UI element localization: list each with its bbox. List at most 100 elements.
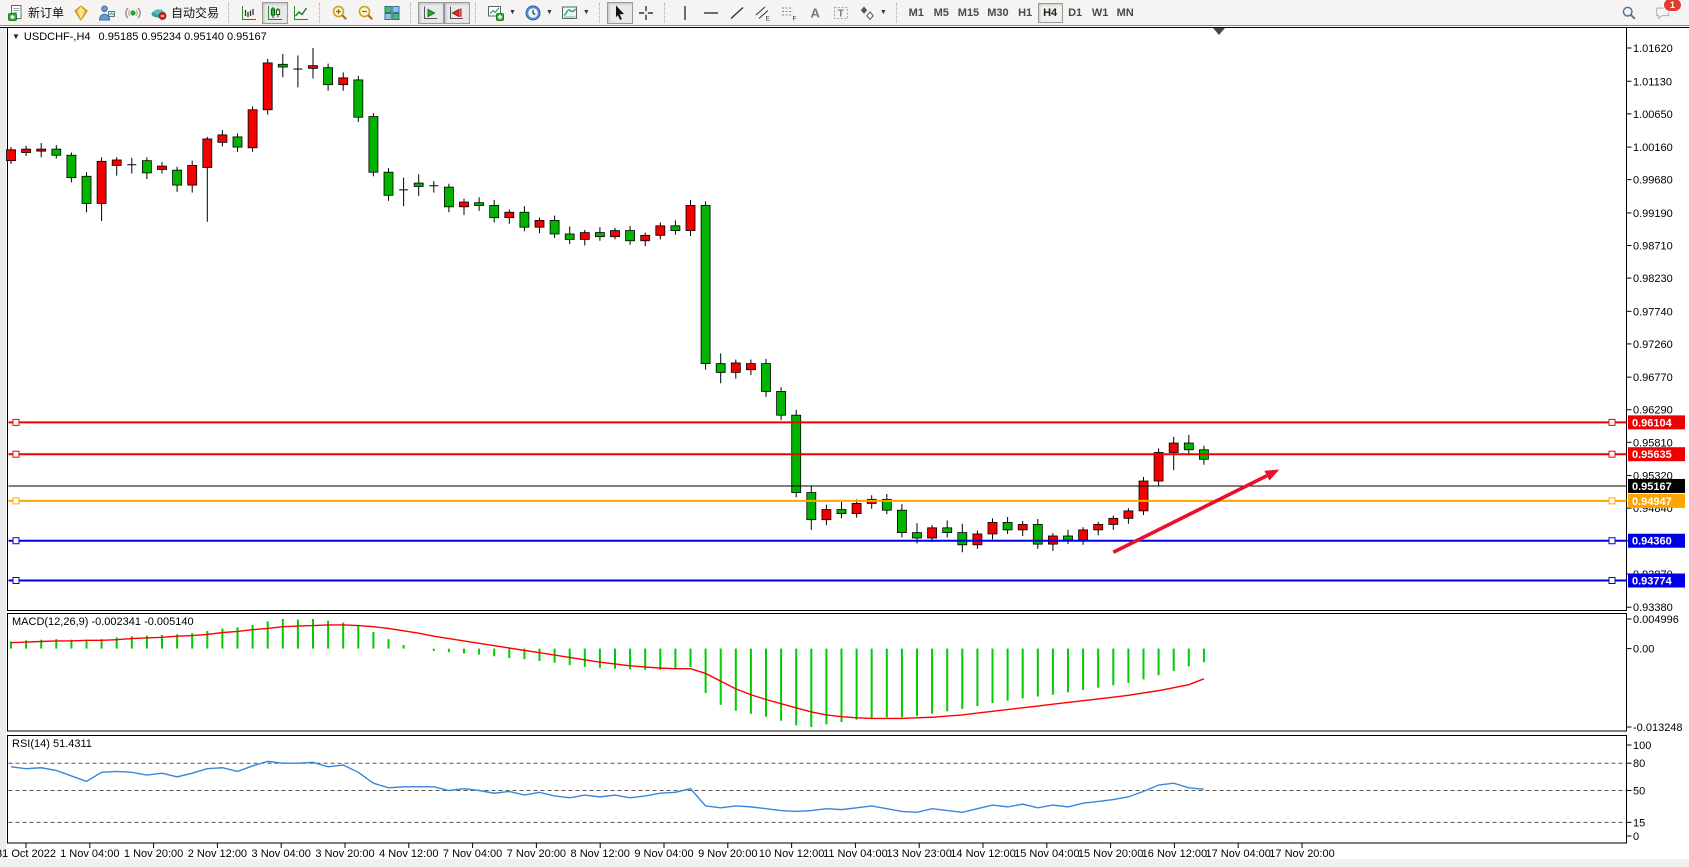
rsi-tick-label: 100: [1633, 740, 1651, 752]
chart-template-button[interactable]: ▼: [557, 2, 594, 24]
hline-marker[interactable]: [1608, 537, 1616, 545]
notification-badge: 1: [1663, 0, 1682, 12]
notifications-button[interactable]: 1: [1651, 0, 1682, 24]
timeframe-d1-button[interactable]: D1: [1063, 3, 1088, 23]
clock-icon: [525, 5, 541, 20]
time-tick-label: 1 Nov 04:00: [60, 848, 119, 860]
price-badge: [1628, 447, 1685, 462]
timeframe-mn-button[interactable]: MN: [1113, 3, 1138, 23]
trendline-icon: [730, 6, 744, 19]
toolbar-separator: [410, 2, 415, 23]
vertical-line-icon: [684, 5, 686, 20]
price-tick-label: 1.01130: [1633, 76, 1672, 88]
new-chart-icon: [488, 5, 505, 21]
price-tick-label: 0.98710: [1633, 241, 1673, 253]
autotrading-button[interactable]: 自动交易: [146, 2, 223, 24]
collapse-triangle-icon: ▼: [12, 32, 20, 41]
hline-marker[interactable]: [1608, 450, 1616, 458]
time-tick-label: 11 Nov 04:00: [823, 848, 888, 860]
arrows-shapes-button[interactable]: ▼: [854, 2, 891, 24]
text-label-button[interactable]: T: [828, 2, 854, 24]
crosshair-button[interactable]: [633, 2, 659, 24]
trend-arrow-line[interactable]: [1112, 474, 1268, 554]
hline-marker[interactable]: [12, 450, 20, 458]
chart-title: ▼ USDCHF-,H4 0.95185 0.95234 0.95140 0.951…: [12, 31, 267, 43]
hline-marker[interactable]: [12, 537, 20, 545]
rsi-tick-label: 0: [1633, 831, 1639, 843]
timeframe-h4-button[interactable]: H4: [1037, 2, 1063, 23]
chart-shift-marker[interactable]: [1213, 28, 1225, 35]
dropdown-caret-icon: ▼: [545, 9, 553, 16]
new-order-button[interactable]: 新订单: [3, 2, 68, 24]
zoom-in-button[interactable]: [327, 2, 353, 24]
vertical-line-button[interactable]: [672, 2, 698, 24]
tile-windows-button[interactable]: [379, 2, 405, 24]
toolbar-separator: [598, 2, 604, 23]
news-signal-button[interactable]: [120, 2, 146, 24]
chart-shift-button[interactable]: [444, 1, 471, 24]
bar-chart-button[interactable]: [236, 2, 262, 24]
search-icon: [1622, 6, 1636, 20]
candlestick-chart-button[interactable]: [262, 1, 289, 24]
new-chart-button[interactable]: ▼: [483, 2, 520, 24]
search-button[interactable]: [1617, 2, 1641, 24]
timeframe-h1-button[interactable]: H1: [1013, 3, 1038, 23]
metaeditor-button[interactable]: [68, 2, 94, 24]
time-tick-label: 4 Nov 12:00: [379, 848, 438, 860]
rsi-tick-label: 15: [1633, 817, 1645, 829]
chart-symbol-period: USDCHF-,H4: [23, 31, 91, 43]
equidistant-channel-button[interactable]: E: [750, 2, 776, 24]
svg-text:E: E: [765, 15, 770, 22]
timeframe-m15-button[interactable]: M15: [954, 3, 983, 23]
price-badge: [1628, 415, 1685, 430]
zoom-out-button[interactable]: [353, 2, 379, 24]
time-tick-label: 3 Nov 04:00: [252, 848, 311, 860]
macd-indicator-label: MACD(12,26,9) -0.002341 -0.005140: [12, 616, 194, 628]
toolbar-separator: [319, 2, 324, 23]
hline-marker[interactable]: [12, 577, 20, 585]
hline-marker[interactable]: [12, 418, 20, 426]
horizontal-line-icon: [703, 11, 718, 14]
timeframe-m30-button[interactable]: M30: [983, 3, 1012, 23]
horizontal-line-button[interactable]: [698, 2, 724, 24]
dropdown-caret-icon: ▼: [879, 9, 887, 16]
macd-tick-label: 0.004996: [1633, 614, 1679, 626]
timeframe-m1-button[interactable]: M1: [904, 3, 929, 23]
cursor-button[interactable]: [606, 1, 633, 24]
price-badge-label: 0.96104: [1632, 417, 1673, 429]
toolbar-separator: [475, 2, 480, 23]
time-tick-label: 1 Nov 20:00: [124, 848, 183, 860]
time-tick-label: 31 Oct 2022: [0, 848, 56, 860]
rsi-tick-label: 50: [1633, 786, 1645, 798]
strategy-tester-button[interactable]: [94, 2, 120, 24]
time-tick-label: 17 Nov 04:00: [1205, 848, 1270, 860]
price-badge-label: 0.95635: [1632, 449, 1672, 461]
candlestick-chart-icon: [268, 5, 283, 20]
text-button[interactable]: A: [802, 2, 828, 24]
hline-marker[interactable]: [1608, 418, 1616, 426]
time-tick-label: 9 Nov 04:00: [634, 848, 693, 860]
chart-shift-icon: [450, 6, 464, 19]
time-tick-label: 15 Nov 20:00: [1078, 848, 1143, 860]
time-tick-label: 17 Nov 20:00: [1269, 848, 1334, 860]
hline-marker[interactable]: [1608, 577, 1616, 585]
hline-marker[interactable]: [12, 497, 20, 505]
timeframe-m5-button[interactable]: M5: [929, 3, 954, 23]
auto-scroll-icon: [424, 6, 438, 19]
chart-template-icon: [561, 6, 577, 19]
trendline-button[interactable]: [724, 2, 750, 24]
trend-arrow-head[interactable]: [1264, 469, 1280, 481]
tile-windows-icon: [384, 5, 400, 20]
svg-text:A: A: [810, 5, 820, 20]
auto-scroll-button[interactable]: [418, 1, 445, 24]
profiles-button[interactable]: ▼: [520, 2, 557, 24]
time-tick-label: 2 Nov 12:00: [188, 848, 247, 860]
hline-marker[interactable]: [1608, 497, 1616, 505]
price-tick-label: 1.00160: [1633, 142, 1673, 154]
gold-gem-icon: [74, 4, 88, 21]
line-chart-button[interactable]: [288, 2, 314, 24]
fibonacci-button[interactable]: F: [776, 2, 802, 24]
timeframe-w1-button[interactable]: W1: [1088, 3, 1113, 23]
time-tick-label: 9 Nov 20:00: [698, 848, 757, 860]
